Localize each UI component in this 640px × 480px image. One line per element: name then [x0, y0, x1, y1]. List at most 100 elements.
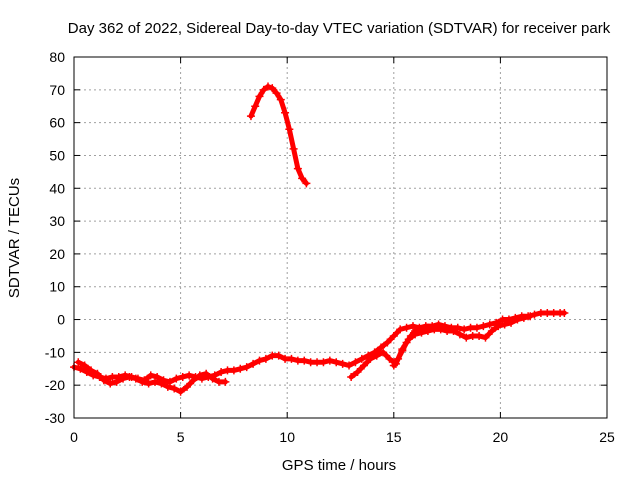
data-point	[345, 361, 354, 370]
data-point	[353, 368, 362, 377]
data-point	[281, 108, 290, 117]
data-point	[195, 371, 204, 380]
y-tick-label: 50	[49, 147, 65, 163]
data-point	[383, 338, 392, 347]
data-point	[264, 82, 273, 91]
data-point	[268, 84, 277, 93]
data-point	[289, 144, 298, 153]
series-track-1	[246, 82, 311, 188]
x-tick-label: 0	[70, 429, 78, 445]
data-point	[325, 356, 334, 365]
data-point	[80, 361, 89, 370]
x-tick-label: 20	[493, 429, 509, 445]
data-point	[485, 320, 494, 329]
data-point	[217, 368, 226, 377]
data-point	[385, 354, 394, 363]
data-point	[242, 363, 251, 372]
data-point	[408, 322, 417, 331]
series-track-2	[70, 308, 569, 386]
x-tick-label: 5	[177, 429, 185, 445]
data-point	[351, 358, 360, 367]
data-point	[272, 89, 281, 98]
data-point	[419, 325, 428, 334]
data-point	[153, 372, 162, 381]
y-tick-label: 10	[49, 279, 65, 295]
data-point	[255, 92, 264, 101]
data-point	[377, 343, 386, 352]
data-point	[379, 348, 388, 357]
data-point	[366, 354, 375, 363]
data-point	[475, 331, 484, 340]
data-point	[74, 358, 83, 367]
x-tick-label: 10	[279, 429, 295, 445]
y-tick-label: 0	[57, 312, 65, 328]
data-point	[185, 371, 194, 380]
x-axis-label: GPS time / hours	[282, 457, 396, 474]
data-point	[494, 322, 503, 331]
data-point	[519, 313, 528, 322]
series-track-3	[74, 358, 230, 396]
data-point	[144, 379, 153, 388]
data-point	[146, 371, 155, 380]
data-point	[229, 366, 238, 375]
data-point	[178, 372, 187, 381]
data-point	[402, 323, 411, 332]
data-point	[293, 164, 302, 173]
data-point	[472, 323, 481, 332]
data-point	[396, 325, 405, 334]
series-line	[71, 310, 567, 385]
data-point	[436, 325, 445, 334]
grid	[74, 57, 607, 418]
data-point	[526, 312, 535, 321]
data-point	[208, 374, 217, 383]
data-point	[182, 382, 191, 391]
data-point	[347, 372, 356, 381]
data-point	[236, 364, 245, 373]
y-axis-label: SDTVAR / TECUs	[6, 178, 23, 298]
data-point	[125, 372, 134, 381]
data-point	[99, 376, 108, 385]
data-point	[394, 354, 403, 363]
data-point	[481, 333, 490, 342]
data-point	[406, 331, 415, 340]
data-point	[372, 351, 381, 360]
chart-title: Day 362 of 2022, Sidereal Day-to-day VTE…	[68, 20, 611, 37]
data-point	[138, 377, 147, 386]
data-point	[261, 354, 270, 363]
y-tick-label: 30	[49, 213, 65, 229]
y-tick-label: -30	[45, 410, 65, 426]
series-track-4	[347, 312, 535, 381]
data-point	[423, 323, 432, 332]
y-tick-label: 40	[49, 180, 65, 196]
data-point	[302, 179, 311, 188]
data-point	[298, 174, 307, 183]
y-tick-label: -20	[45, 377, 65, 393]
series-track-5	[389, 323, 432, 370]
data-point	[251, 102, 260, 111]
data-point	[221, 377, 230, 386]
data-point	[357, 354, 366, 363]
data-point	[455, 330, 464, 339]
data-point	[332, 358, 341, 367]
data-point	[165, 377, 174, 386]
data-point	[259, 85, 268, 94]
data-point	[460, 325, 469, 334]
data-point	[106, 379, 115, 388]
data-point	[189, 376, 198, 385]
data-point	[112, 377, 121, 386]
data-point	[163, 382, 172, 391]
data-point	[274, 351, 283, 360]
data-point	[202, 369, 211, 378]
data-point	[560, 308, 569, 317]
y-tick-label: -10	[45, 344, 65, 360]
data-point	[119, 374, 128, 383]
y-tick-label: 80	[49, 49, 65, 65]
plot-frame	[73, 56, 608, 419]
x-tick-label: 15	[386, 429, 402, 445]
data-point	[300, 356, 309, 365]
data-point	[359, 361, 368, 370]
data-point	[170, 384, 179, 393]
data-point	[462, 333, 471, 342]
axis-ticks: 0 5 10 15 20 25 -30 -20 -10 0 10 20 30 40 50 60 70 80	[45, 49, 615, 445]
